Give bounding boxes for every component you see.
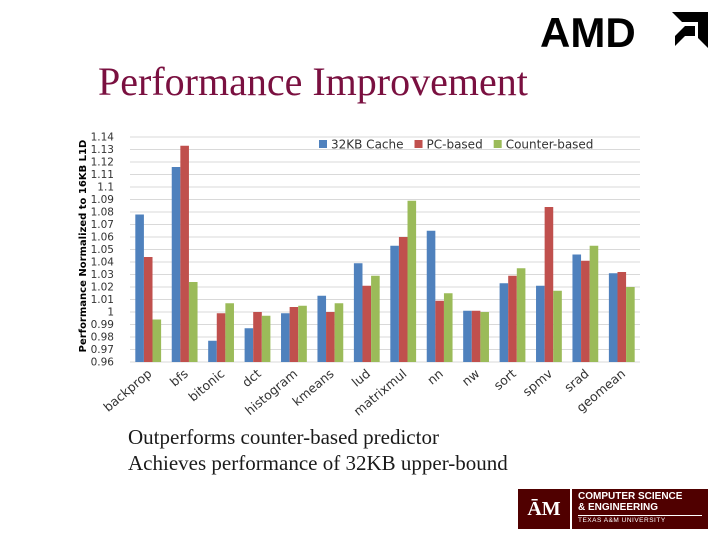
x-tick-label: kmeans: [289, 366, 336, 409]
gridlines: [130, 136, 640, 363]
x-tick-label: nn: [424, 366, 446, 388]
bar-32kb-cache: [244, 328, 254, 362]
y-tick-label: 1.14: [91, 132, 115, 144]
y-axis-label: Performance Normalized to 16KB L1D: [78, 140, 89, 353]
bar-pc-based: [581, 260, 590, 362]
tamu-mark: ĀM: [518, 489, 570, 529]
y-tick-label: 1.03: [91, 269, 114, 281]
slide-title: Performance Improvement: [98, 59, 528, 104]
bar-32kb-cache: [281, 313, 290, 362]
tamu-line3: TEXAS A&M UNIVERSITY: [578, 515, 702, 526]
bar-32kb-cache: [390, 245, 399, 362]
tamu-text-block: COMPUTER SCIENCE & ENGINEERING TEXAS A&M…: [572, 489, 708, 529]
tamu-cse-logo: ĀM COMPUTER SCIENCE & ENGINEERING TEXAS …: [518, 487, 710, 531]
y-tick-label: 0.97: [91, 344, 114, 356]
y-tick-label: 0.98: [91, 332, 114, 344]
bar-pc-based: [544, 207, 554, 362]
bar-counter-based: [626, 287, 635, 362]
amd-logo: AMD: [540, 10, 708, 52]
bar-counter-based: [298, 305, 307, 362]
bar-counter-based: [225, 303, 234, 362]
bar-pc-based: [471, 310, 481, 362]
bar-32kb-cache: [135, 214, 144, 362]
legend-swatch: [319, 140, 327, 148]
bar-counter-based: [261, 315, 271, 362]
y-tick-label: 1.08: [91, 207, 114, 219]
bar-counter-based: [371, 275, 380, 362]
x-tick-label: bitonic: [185, 366, 227, 405]
x-tick-label: srad: [561, 366, 592, 395]
y-tick-label: 0.96: [91, 357, 115, 369]
legend-swatch: [414, 140, 423, 148]
bar-pc-based: [289, 307, 299, 362]
y-tick-label: 1.06: [91, 232, 115, 244]
y-tick-label: 1.1: [97, 182, 114, 194]
y-tick-label: 1.13: [91, 144, 114, 156]
bar-counter-based: [407, 200, 417, 362]
bar-32kb-cache: [536, 285, 545, 362]
x-tick-label: nw: [459, 366, 483, 389]
bar-pc-based: [216, 313, 226, 362]
y-tick-label: 1.05: [91, 244, 114, 256]
bar-32kb-cache: [171, 167, 181, 362]
bar-pc-based: [362, 285, 372, 362]
bullet-item: Outperforms counter-based predictor: [128, 425, 439, 449]
bar-pc-based: [617, 272, 627, 362]
y-tick-label: 1.09: [91, 194, 114, 206]
performance-chart: 0.960.970.980.9911.011.021.031.041.051.0…: [78, 132, 640, 419]
bar-counter-based: [188, 282, 198, 362]
bar-pc-based: [508, 275, 517, 362]
y-tick-label: 1.11: [91, 169, 114, 181]
tamu-line2: & ENGINEERING: [578, 502, 659, 513]
bar-pc-based: [253, 312, 262, 362]
bar-counter-based: [443, 293, 453, 362]
legend: 32KB Cache PC-based Counter-based: [319, 138, 593, 152]
y-tick-label: 1: [107, 307, 114, 319]
amd-arrow-icon: [672, 12, 708, 48]
bars: [135, 145, 635, 362]
legend-label: PC-based: [427, 138, 483, 152]
bar-32kb-cache: [426, 230, 436, 362]
y-tick-label: 1.12: [91, 157, 114, 169]
bar-pc-based: [143, 257, 153, 362]
bar-pc-based: [180, 145, 189, 362]
bullet-item: Achieves performance of 32KB upper-bound: [128, 451, 508, 475]
x-tick-label: sort: [491, 366, 519, 393]
bar-32kb-cache: [353, 263, 363, 362]
legend-label: Counter-based: [506, 138, 594, 152]
y-tick-label: 1.04: [91, 257, 115, 269]
bar-32kb-cache: [208, 340, 217, 362]
y-tick-label: 0.99: [91, 319, 114, 331]
bar-counter-based: [480, 312, 489, 362]
bullet-list: Outperforms counter-based predictor Achi…: [128, 424, 508, 476]
bar-pc-based: [326, 312, 335, 362]
x-tick-label: lud: [349, 366, 373, 390]
bar-counter-based: [516, 268, 526, 362]
x-tick-label: backprop: [100, 366, 154, 415]
bar-32kb-cache: [499, 283, 509, 362]
bar-counter-based: [334, 303, 344, 362]
y-axis-ticks: 0.960.970.980.9911.011.021.031.041.051.0…: [91, 132, 115, 369]
bar-32kb-cache: [572, 254, 582, 362]
bar-counter-based: [152, 319, 162, 362]
bar-32kb-cache: [463, 310, 472, 362]
x-tick-label: bfs: [167, 366, 191, 390]
bar-counter-based: [553, 290, 562, 362]
y-tick-label: 1.02: [91, 282, 114, 294]
y-tick-label: 1.01: [91, 294, 114, 306]
bar-32kb-cache: [608, 273, 618, 362]
y-tick-label: 1.07: [91, 219, 114, 231]
legend-label: 32KB Cache: [331, 138, 404, 152]
bar-pc-based: [398, 237, 408, 362]
x-tick-label: dct: [239, 366, 264, 390]
bar-pc-based: [435, 300, 444, 362]
legend-swatch: [493, 140, 502, 148]
bar-32kb-cache: [317, 295, 327, 362]
amd-logo-text: AMD: [540, 10, 636, 52]
bar-counter-based: [589, 245, 599, 362]
x-tick-label: spmv: [520, 365, 556, 399]
tamu-line1: COMPUTER SCIENCE: [578, 491, 683, 502]
